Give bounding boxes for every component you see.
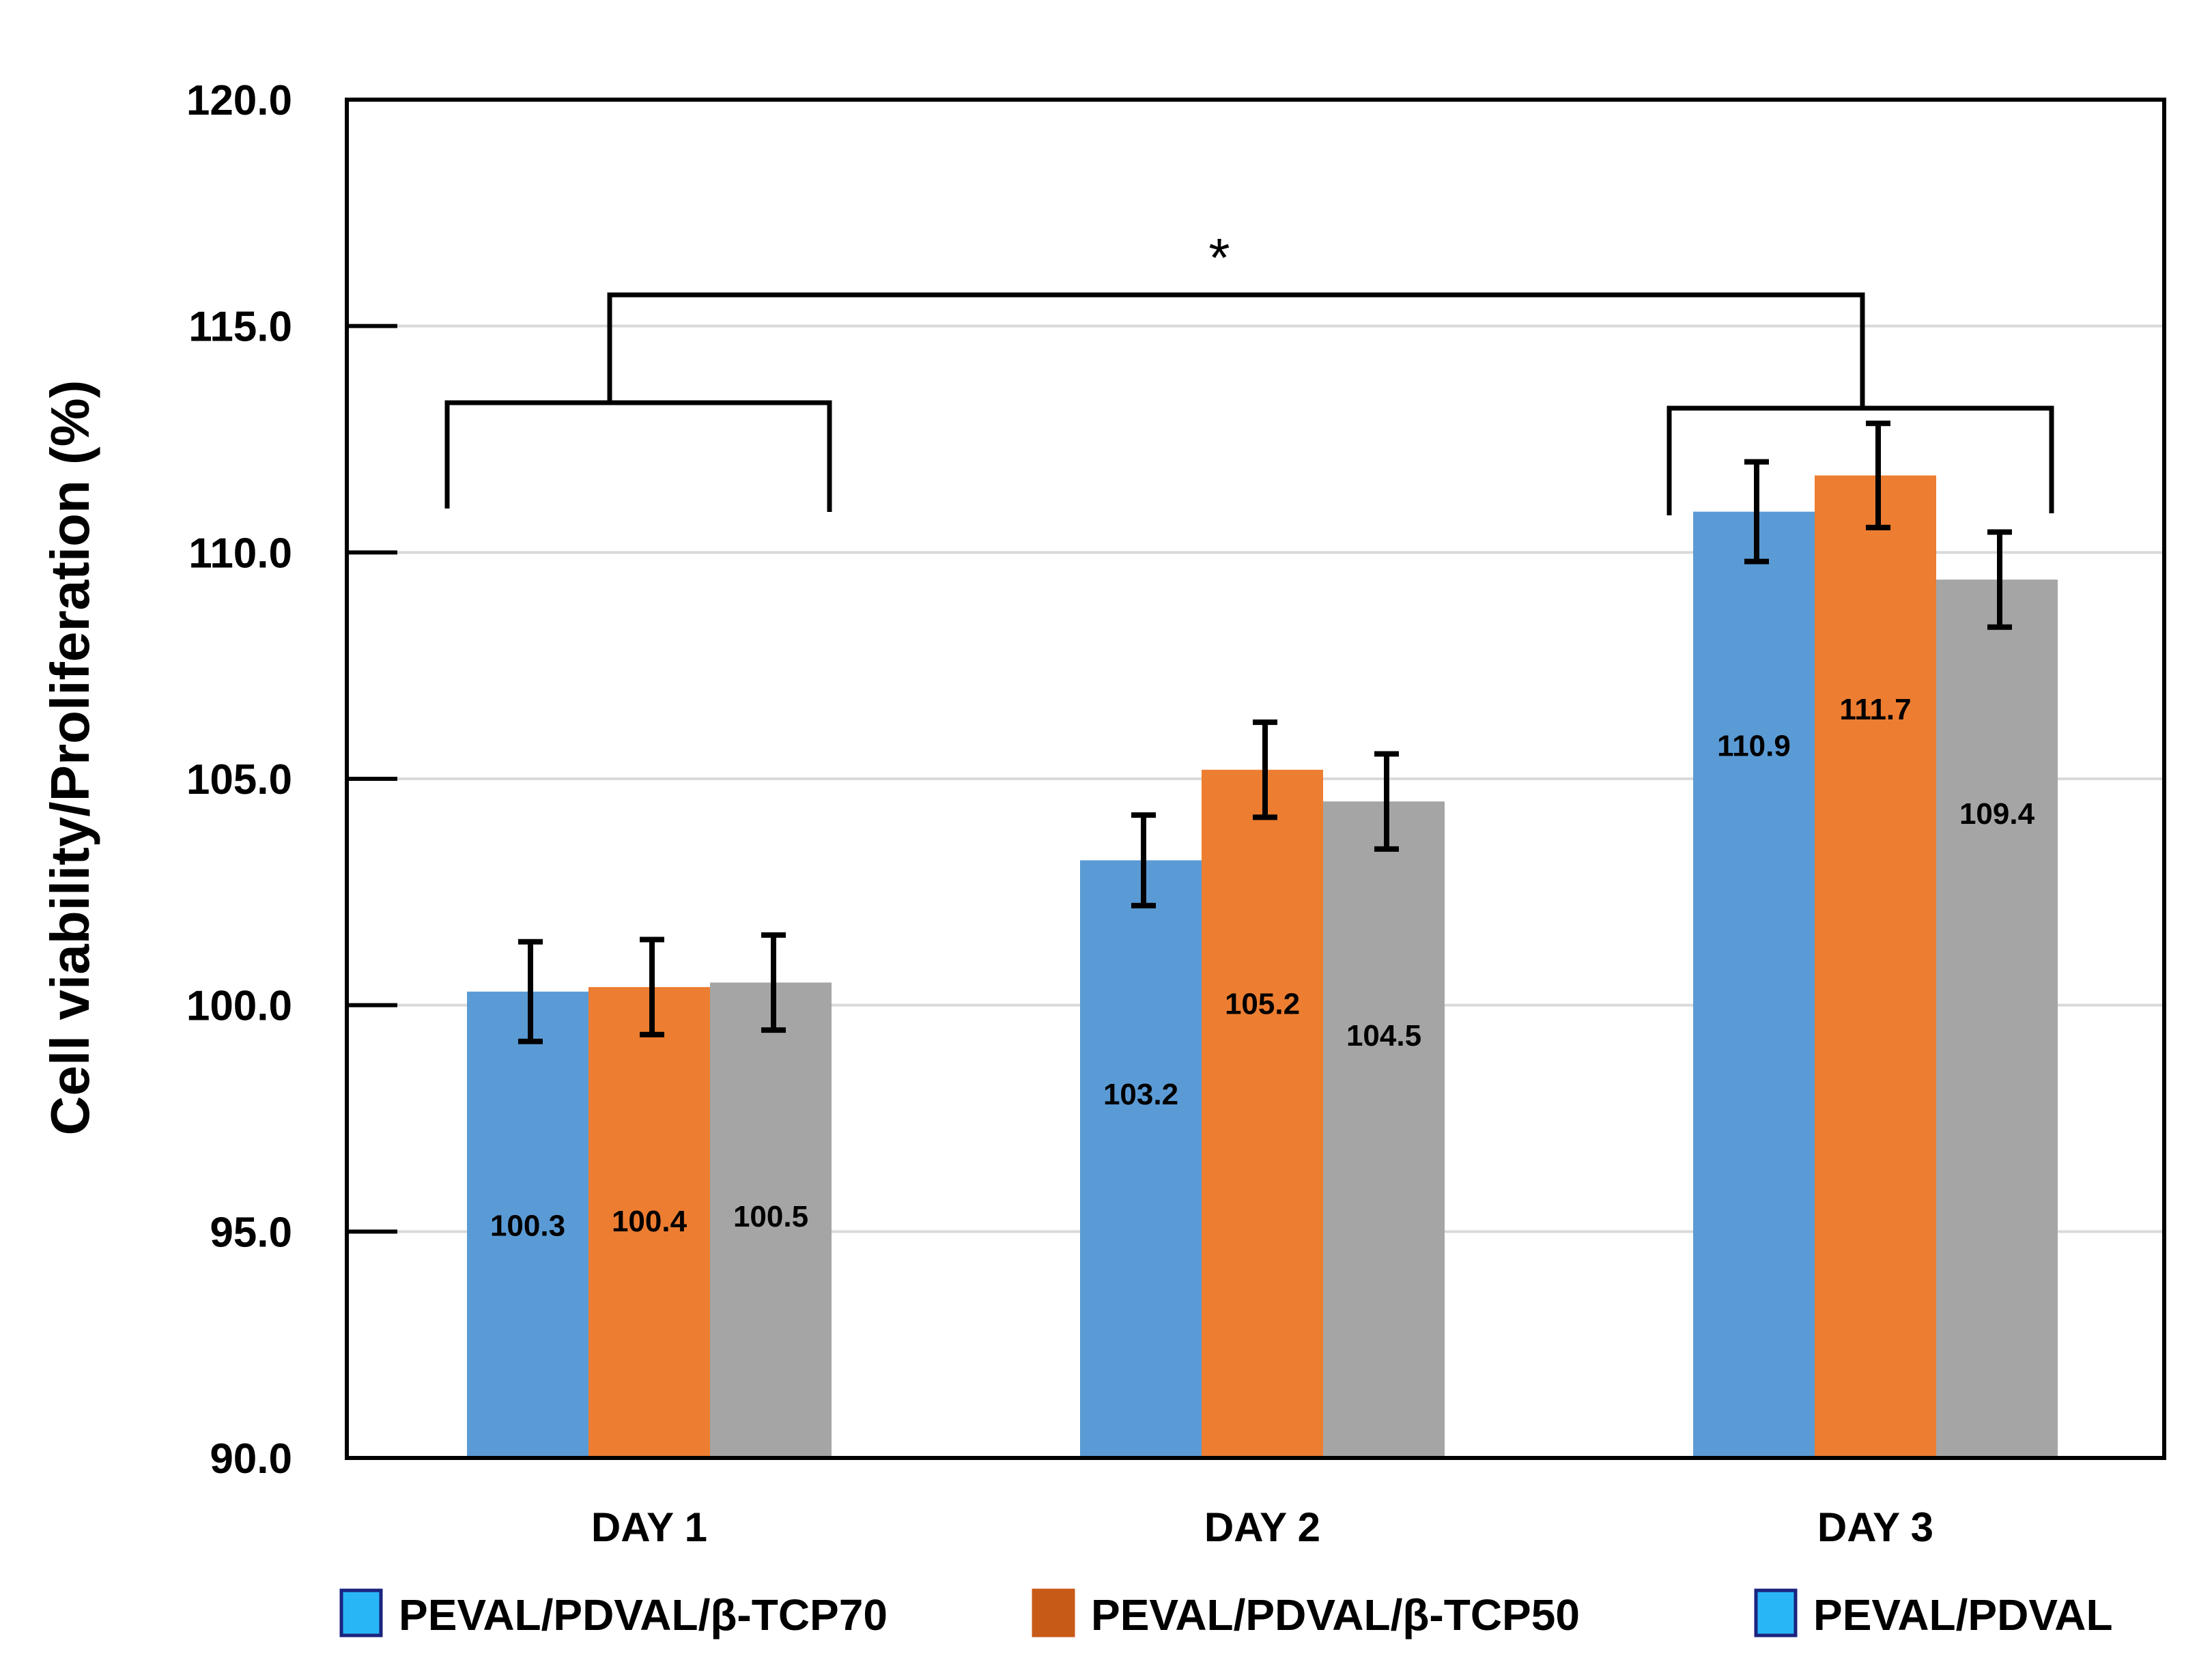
- legend-label: PEVAL/PDVAL: [1813, 1590, 2113, 1640]
- bracket-day1: [444, 400, 832, 512]
- bar-1-3: [1693, 511, 1815, 1459]
- x-axis-categories: DAY 1 DAY 2 DAY 3: [591, 1504, 1933, 1550]
- data-label: 109.4: [1959, 797, 2035, 831]
- data-label: 100.4: [612, 1205, 687, 1238]
- data-label: 104.5: [1346, 1019, 1421, 1053]
- x-category-label: DAY 3: [1817, 1504, 1933, 1550]
- data-label: 110.9: [1717, 729, 1791, 762]
- error-bars: [518, 420, 2012, 1044]
- bars: [467, 475, 2058, 1459]
- y-tick-label: 110.0: [188, 530, 292, 577]
- bar-2-2: [1202, 769, 1323, 1458]
- x-category-label: DAY 2: [1204, 1504, 1320, 1550]
- legend: PEVAL/PDVAL/β-TCP70 PEVAL/PDVAL/β-TCP50 PE…: [339, 1588, 2113, 1640]
- data-label: 100.5: [733, 1200, 808, 1233]
- bracket-connector: [607, 292, 1865, 408]
- y-tick-label: 100.0: [186, 983, 292, 1030]
- data-labels: 100.3 100.4 100.5 103.2 105.2 104.5 110.9 111.7…: [490, 693, 2035, 1242]
- significance-bracket: *: [444, 227, 2054, 515]
- legend-label: PEVAL/PDVAL/β-TCP50: [1091, 1590, 1580, 1640]
- data-label: 100.3: [490, 1209, 565, 1242]
- bar-2-3: [1815, 475, 1936, 1458]
- y-tick-label: 90.0: [210, 1435, 292, 1483]
- y-tick-label: 120.0: [186, 77, 292, 124]
- y-axis-label: Cell viability/Proliferation (%): [40, 380, 100, 1136]
- data-label: 111.7: [1839, 693, 1911, 726]
- x-category-label: DAY 1: [591, 1504, 707, 1550]
- bar-2-1: [589, 987, 710, 1458]
- legend-swatch: [1032, 1588, 1075, 1637]
- y-axis-ticks: 90.0 95.0 100.0 105.0 110.0 115.0 120.0: [186, 77, 397, 1483]
- bar-3-3: [1936, 579, 2058, 1459]
- legend-swatch: [1754, 1588, 1798, 1637]
- data-label: 103.2: [1103, 1078, 1178, 1111]
- legend-swatch: [339, 1588, 383, 1637]
- legend-label: PEVAL/PDVAL/β-TCP70: [399, 1590, 888, 1640]
- significance-symbol: *: [1208, 227, 1230, 288]
- bar-1-2: [1080, 860, 1202, 1458]
- bar-3-2: [1323, 801, 1445, 1458]
- bar-3-1: [710, 982, 832, 1458]
- data-label: 105.2: [1225, 987, 1300, 1020]
- y-tick-label: 95.0: [210, 1209, 292, 1256]
- bar-1-1: [467, 991, 589, 1458]
- y-tick-label: 105.0: [186, 756, 292, 803]
- y-tick-label: 115.0: [188, 304, 292, 351]
